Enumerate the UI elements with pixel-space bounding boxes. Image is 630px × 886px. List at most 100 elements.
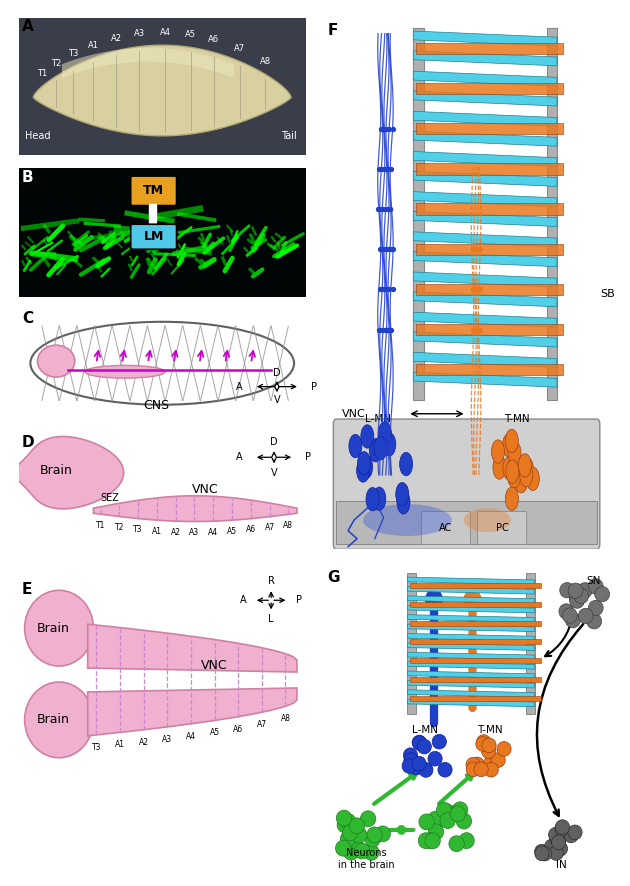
Circle shape — [396, 483, 409, 506]
Circle shape — [337, 817, 352, 833]
Text: AC: AC — [439, 523, 452, 533]
Circle shape — [508, 464, 520, 488]
Circle shape — [419, 763, 433, 777]
Circle shape — [491, 439, 505, 463]
Circle shape — [365, 831, 381, 847]
Circle shape — [549, 845, 563, 860]
Circle shape — [349, 818, 365, 834]
Text: A3: A3 — [190, 528, 200, 537]
Text: T3: T3 — [68, 50, 79, 58]
Text: L-MN: L-MN — [365, 415, 391, 424]
Circle shape — [357, 459, 370, 482]
Text: A3: A3 — [134, 29, 145, 38]
Circle shape — [559, 604, 574, 619]
Polygon shape — [408, 680, 535, 688]
Bar — [408, 573, 416, 714]
Text: SN: SN — [587, 576, 601, 587]
Text: A5: A5 — [227, 526, 237, 536]
Circle shape — [347, 833, 363, 849]
Text: A1: A1 — [152, 526, 162, 535]
Text: SEZ: SEZ — [101, 494, 120, 503]
Circle shape — [552, 833, 566, 847]
Polygon shape — [413, 112, 557, 127]
Text: TM: TM — [143, 184, 164, 198]
Circle shape — [505, 430, 518, 453]
Circle shape — [341, 813, 356, 829]
Text: A7: A7 — [234, 44, 245, 53]
Text: PC: PC — [496, 523, 508, 533]
Text: A6: A6 — [246, 525, 256, 534]
Circle shape — [497, 742, 511, 757]
Text: A: A — [401, 424, 408, 434]
Circle shape — [588, 579, 603, 595]
Circle shape — [483, 757, 498, 771]
Circle shape — [438, 763, 452, 777]
Polygon shape — [408, 690, 535, 697]
Circle shape — [568, 825, 582, 840]
Circle shape — [367, 827, 382, 843]
Text: B: B — [22, 169, 33, 184]
Polygon shape — [88, 688, 297, 735]
Polygon shape — [14, 437, 123, 509]
Ellipse shape — [38, 346, 75, 377]
Polygon shape — [413, 152, 557, 167]
Polygon shape — [408, 633, 535, 641]
Polygon shape — [88, 624, 297, 672]
Circle shape — [450, 804, 466, 820]
Polygon shape — [413, 171, 557, 186]
Circle shape — [412, 735, 427, 750]
Text: D: D — [270, 437, 278, 447]
Text: A4: A4 — [159, 28, 171, 37]
Circle shape — [518, 454, 531, 478]
Polygon shape — [416, 43, 563, 54]
Circle shape — [520, 463, 533, 487]
Polygon shape — [408, 615, 535, 622]
Circle shape — [343, 825, 358, 841]
Circle shape — [564, 828, 578, 843]
Polygon shape — [416, 284, 563, 295]
Circle shape — [474, 762, 488, 777]
Text: P: P — [306, 452, 311, 462]
Circle shape — [493, 455, 506, 479]
Text: T-MN: T-MN — [504, 415, 530, 424]
Text: G: G — [328, 570, 340, 585]
Polygon shape — [408, 596, 535, 603]
Text: Head: Head — [25, 131, 50, 142]
Ellipse shape — [464, 509, 511, 532]
Ellipse shape — [25, 682, 93, 758]
Circle shape — [364, 844, 379, 860]
Circle shape — [578, 583, 592, 598]
Text: A1: A1 — [115, 741, 125, 750]
Polygon shape — [62, 48, 234, 78]
Circle shape — [450, 806, 466, 821]
Circle shape — [366, 487, 379, 511]
Circle shape — [340, 831, 356, 847]
Polygon shape — [408, 662, 535, 669]
Circle shape — [452, 802, 468, 818]
Text: P: P — [466, 424, 472, 434]
Polygon shape — [408, 671, 535, 679]
Circle shape — [402, 758, 416, 773]
Circle shape — [403, 748, 418, 763]
Polygon shape — [413, 252, 557, 267]
Bar — [546, 28, 557, 400]
Text: L-MN: L-MN — [412, 725, 438, 735]
Circle shape — [551, 835, 566, 850]
Text: A2: A2 — [139, 738, 149, 747]
Circle shape — [354, 843, 370, 859]
Circle shape — [515, 470, 528, 493]
Text: A4: A4 — [208, 527, 219, 537]
Circle shape — [491, 753, 505, 767]
Polygon shape — [33, 45, 291, 136]
Text: A2: A2 — [171, 527, 181, 537]
Polygon shape — [413, 212, 557, 227]
Circle shape — [503, 433, 515, 457]
Text: A: A — [236, 452, 243, 462]
Polygon shape — [413, 272, 557, 287]
Polygon shape — [413, 51, 557, 66]
Circle shape — [428, 812, 444, 827]
Text: E: E — [22, 582, 32, 597]
Polygon shape — [413, 312, 557, 327]
Circle shape — [440, 812, 455, 828]
Circle shape — [417, 739, 432, 754]
